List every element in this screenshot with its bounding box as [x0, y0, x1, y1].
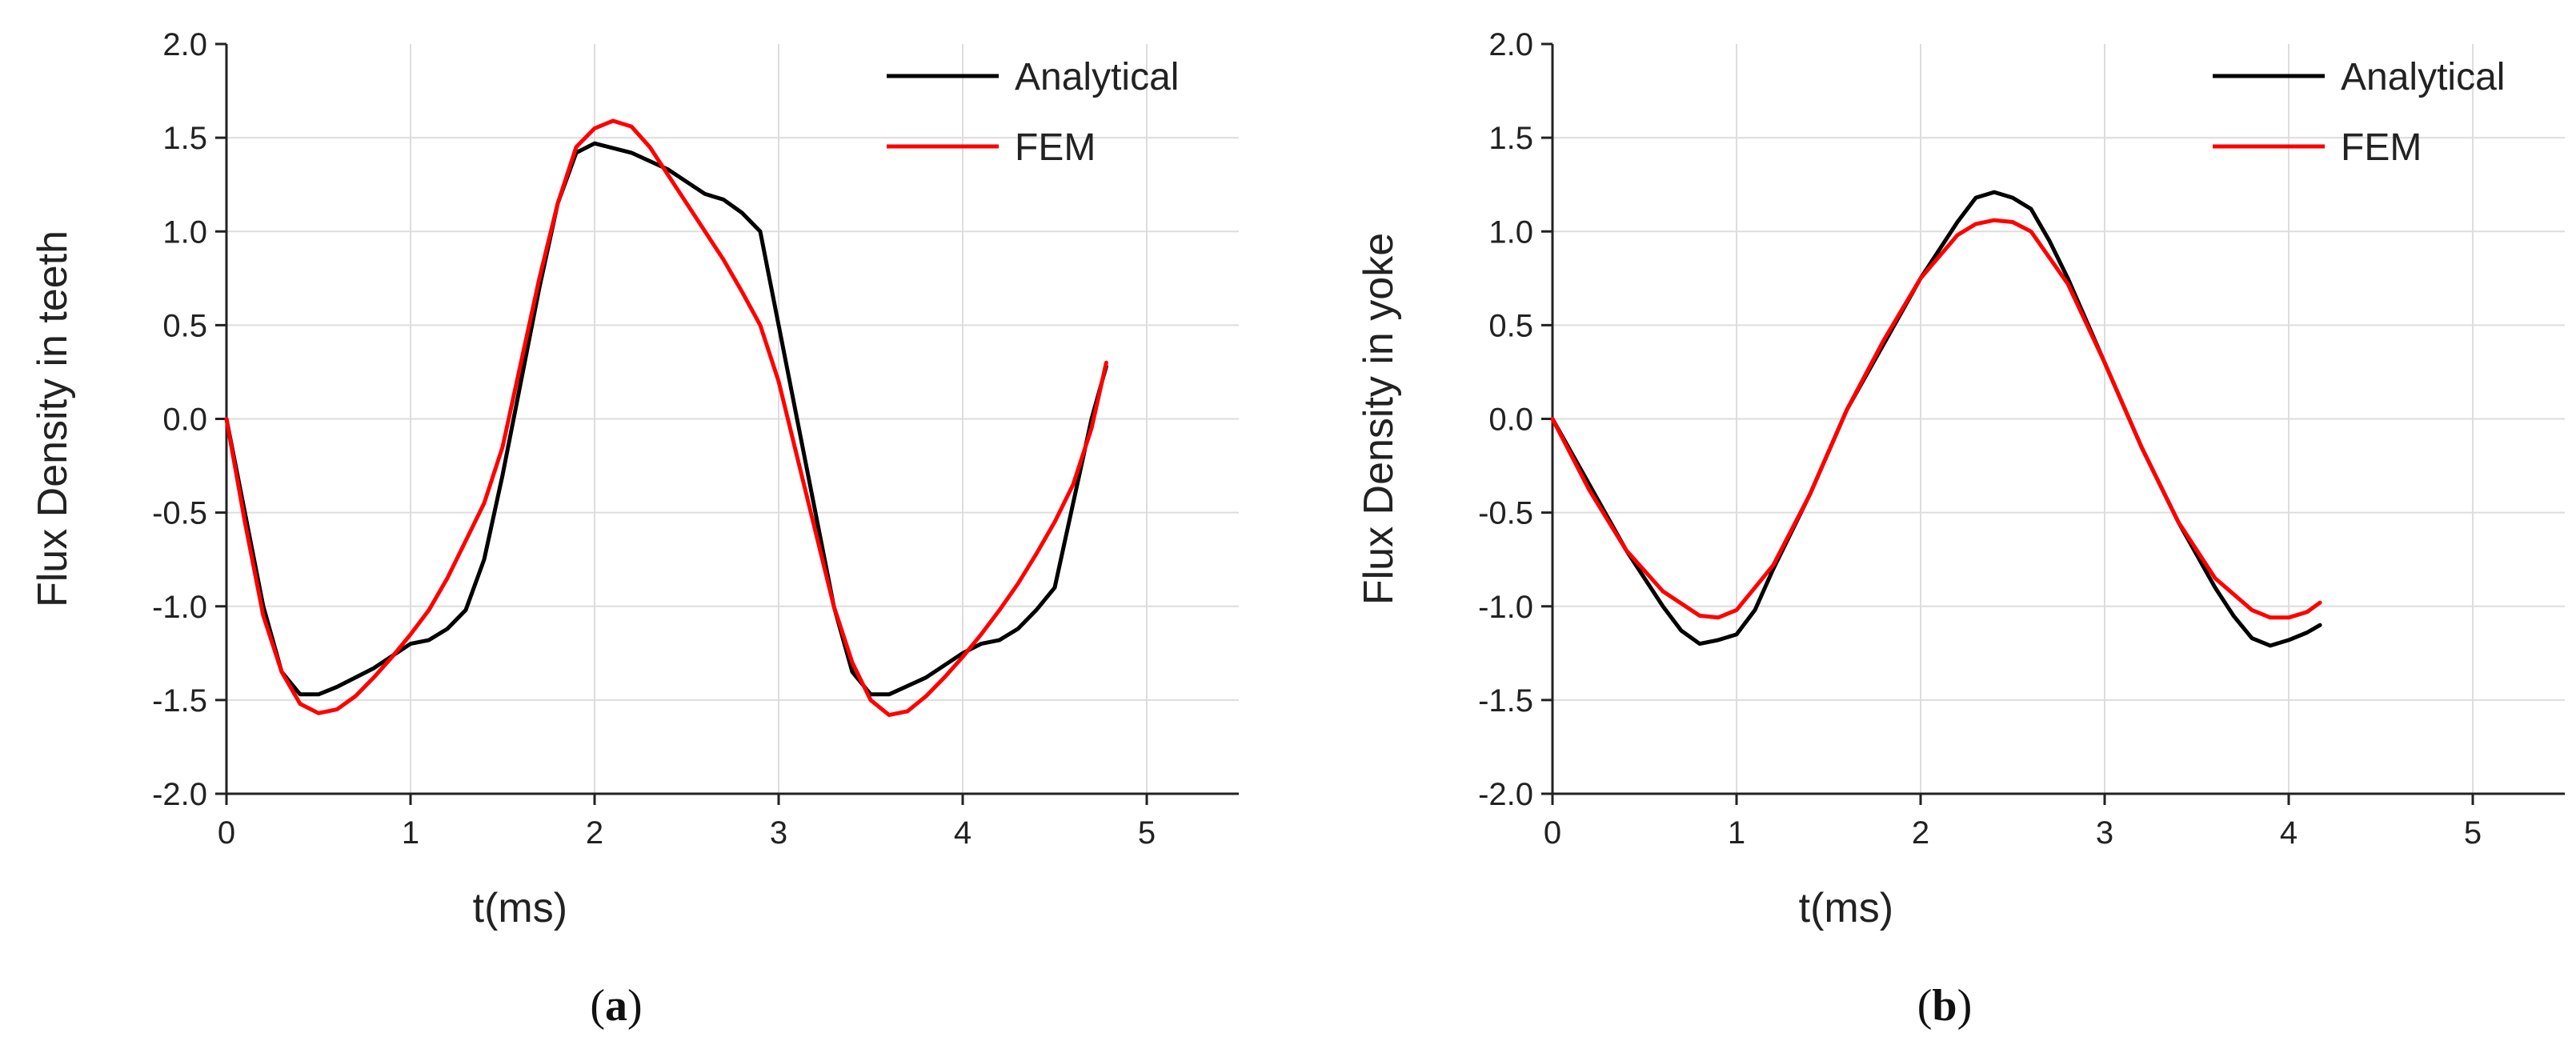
- x-tick-label: 1: [402, 815, 419, 851]
- y-tick-label: 0.0: [1488, 402, 1533, 438]
- y-tick-label: -1.5: [1478, 683, 1533, 719]
- y-tick-label: 1.5: [1488, 121, 1533, 156]
- y-tick-label: -2.0: [1478, 777, 1533, 812]
- chart-panel-b: 0 1 2 3 4 5 2.0 1.5 1.0 0.5 0.0 -0.5 -1.0 -1.5 -2.0 t(m…: [1356, 27, 2565, 1031]
- series-line-analytical: [1550, 190, 2322, 648]
- y-tick-label: 2.0: [162, 27, 207, 62]
- series-line-fem: [1550, 218, 2322, 620]
- y-tick-label: -1.0: [152, 590, 207, 625]
- y-tick-label: -1.0: [1478, 590, 1533, 625]
- x-tick-label: 5: [1138, 815, 1156, 851]
- y-tick-label: 1.0: [162, 214, 207, 250]
- x-tick-label: 3: [2096, 815, 2113, 851]
- y-tick-label: -0.5: [152, 496, 207, 531]
- legend-label-analytical: Analytical: [2341, 56, 2505, 98]
- x-axis-title: t(ms): [473, 885, 567, 931]
- y-tick-label: 0.5: [1488, 308, 1533, 343]
- x-tick-label: 1: [1728, 815, 1745, 851]
- x-tick-label: 4: [954, 815, 972, 851]
- x-tick-label: 4: [2280, 815, 2298, 851]
- y-tick-label: 1.0: [1488, 214, 1533, 250]
- series-line-analytical: [224, 141, 1108, 697]
- legend: Analytical FEM: [887, 56, 1179, 169]
- chart-panel-a: 0 1 2 3 4 5 2.0 1.5 1.0 0.5 0.0 -0.5 -1.0 -1.5 -2.0 t(m…: [30, 27, 1239, 1031]
- y-tick-label: 2.0: [1488, 27, 1533, 62]
- legend-label-analytical: Analytical: [1015, 56, 1179, 98]
- y-tick-label: 0.0: [162, 402, 207, 438]
- x-tick-label: 0: [218, 815, 235, 851]
- legend-label-fem: FEM: [1015, 126, 1096, 169]
- x-tick-label: 3: [770, 815, 787, 851]
- y-axis-title: Flux Density in teeth: [30, 230, 76, 607]
- y-axis-title: Flux Density in yoke: [1356, 233, 1402, 605]
- x-tick-label: 0: [1544, 815, 1561, 851]
- y-tick-label: -1.5: [152, 683, 207, 719]
- panel-label: (a): [590, 981, 642, 1031]
- x-tick-label: 5: [2464, 815, 2482, 851]
- x-tick-label: 2: [1912, 815, 1929, 851]
- y-tick-label: 1.5: [162, 121, 207, 156]
- x-tick-label: 2: [586, 815, 603, 851]
- y-tick-label: -0.5: [1478, 496, 1533, 531]
- y-tick-label: -2.0: [152, 777, 207, 812]
- series-line-fem: [224, 118, 1108, 718]
- x-axis-title: t(ms): [1799, 885, 1893, 931]
- y-tick-label: 0.5: [162, 308, 207, 343]
- legend: Analytical FEM: [2213, 56, 2505, 169]
- legend-label-fem: FEM: [2341, 126, 2422, 169]
- panel-label: (b): [1917, 981, 1972, 1031]
